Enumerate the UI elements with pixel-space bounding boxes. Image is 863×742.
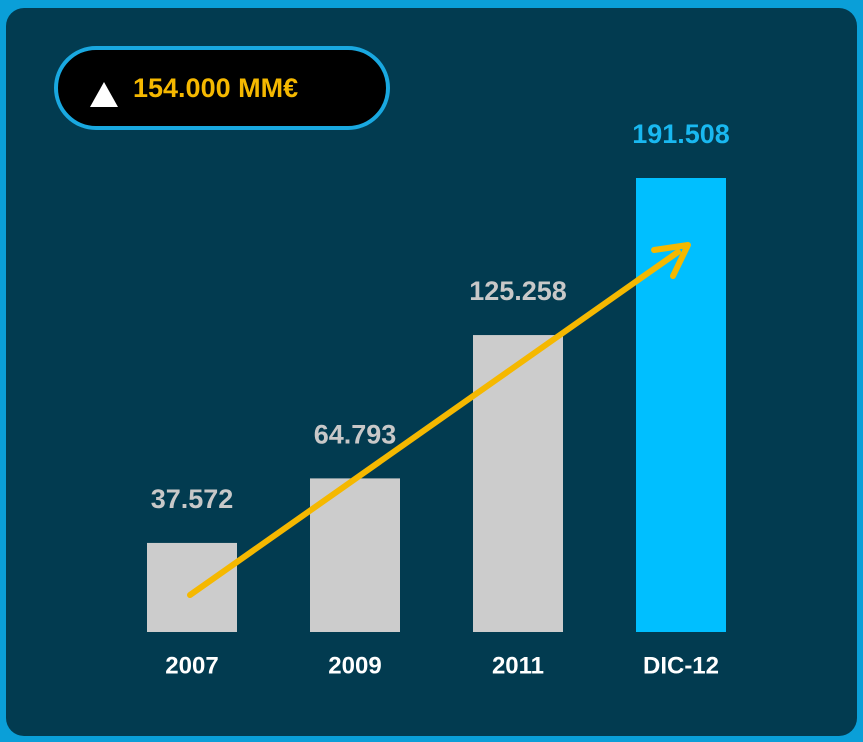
arrow-shaft	[187, 249, 681, 598]
value-label: 64.793	[314, 420, 397, 450]
x-tick-label: DIC-12	[643, 652, 719, 679]
up-triangle	[90, 82, 118, 107]
x-tick-label: 2009	[328, 652, 381, 679]
x-tick-label: 2007	[165, 652, 218, 679]
value-label: 125.258	[469, 276, 567, 306]
value-label: 191.508	[632, 119, 730, 149]
arrow-head	[651, 242, 691, 279]
trend-arrow	[187, 242, 691, 598]
bar	[147, 542, 237, 632]
annotation: 154.000 MM€	[133, 73, 298, 103]
annotation-pill	[54, 46, 390, 130]
value-label: 37.572	[151, 484, 234, 514]
x-tick-label: 2011	[492, 652, 544, 679]
bar	[473, 335, 563, 632]
bar	[310, 478, 400, 632]
